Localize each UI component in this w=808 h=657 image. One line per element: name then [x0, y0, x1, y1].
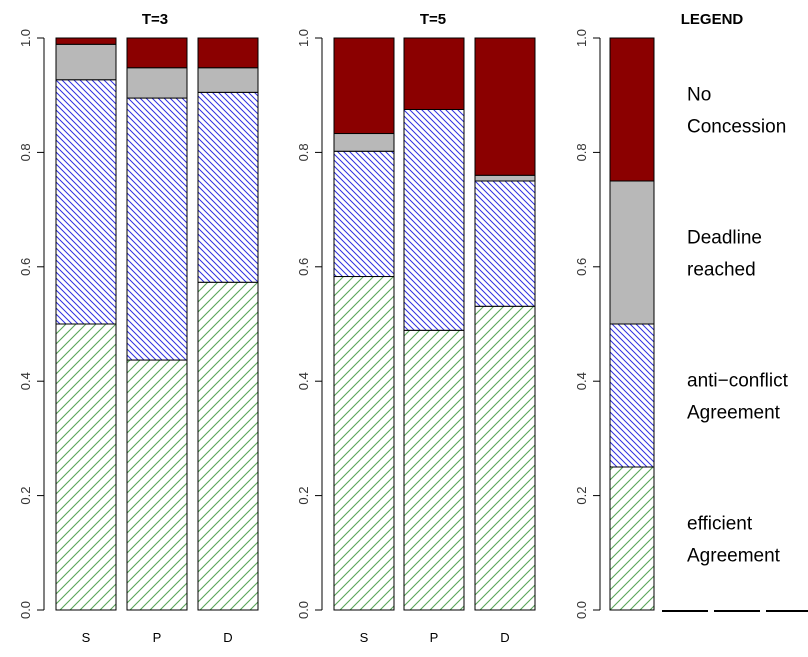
y-tick-label: 1.0 — [296, 29, 311, 47]
bar-segment-noconcession — [609, 37, 655, 182]
x-category-label: P — [430, 630, 439, 645]
bar-segment-noconcession — [55, 37, 117, 45]
y-tick-label: 0.4 — [574, 372, 589, 390]
y-tick-label: 0.6 — [18, 258, 33, 276]
y-tick-label: 0.0 — [296, 601, 311, 619]
legend-label-line1: efficient — [687, 514, 753, 535]
bar-segment-noconcession — [333, 37, 395, 135]
y-tick-label: 0.4 — [296, 372, 311, 390]
bar-segment-efficient — [126, 359, 188, 611]
panel-t3: T=3 0.0 0.2 0.4 0.6 0.8 1.0 S P D — [18, 11, 259, 645]
bar-segment-anticonflict — [197, 91, 259, 283]
panel-t5: T=5 0.0 0.2 0.4 0.6 0.8 1.0 S P D — [296, 11, 536, 645]
x-category-label: D — [500, 630, 509, 645]
legend-label-line1: No — [687, 85, 711, 106]
bar-segment-efficient — [197, 281, 259, 611]
y-tick-label: 0.6 — [296, 258, 311, 276]
bar-segment-deadline — [126, 67, 188, 99]
bar-segment-deadline — [197, 67, 259, 93]
legend-label-line2: Agreement — [687, 546, 781, 567]
y-tick-label: 0.0 — [574, 601, 589, 619]
x-category-label: D — [223, 630, 232, 645]
legend-label-line1: Deadline — [687, 228, 762, 249]
bar-segment-anticonflict — [474, 180, 536, 307]
bar-segment-anticonflict — [403, 109, 465, 331]
bar-segment-anticonflict — [333, 150, 395, 278]
panel-legend: LEGEND 0.0 0.2 0.4 0.6 0.8 1.0 — [574, 11, 808, 619]
bar-segment-noconcession — [126, 37, 188, 69]
legend-label-line1: anti−conflict — [687, 371, 789, 392]
bar-segment-anticonflict — [126, 97, 188, 361]
legend-label-line2: reached — [687, 260, 756, 281]
bar-segment-noconcession — [197, 37, 259, 69]
bar-segment-deadline — [609, 180, 655, 325]
panel-title: LEGEND — [681, 11, 744, 28]
y-tick-label: 0.6 — [574, 258, 589, 276]
y-tick-label: 0.8 — [18, 143, 33, 161]
bar-segment-deadline — [333, 133, 395, 152]
y-tick-label: 0.0 — [18, 601, 33, 619]
y-tick-label: 0.4 — [18, 372, 33, 390]
bar-segment-deadline — [474, 174, 536, 182]
y-tick-label: 0.2 — [18, 487, 33, 505]
bar-segment-efficient — [55, 323, 117, 611]
panel-title: T=5 — [420, 11, 446, 28]
bar-segment-efficient — [609, 466, 655, 611]
panel-title: T=3 — [142, 11, 168, 28]
bar-segment-efficient — [333, 276, 395, 611]
y-tick-label: 0.2 — [574, 487, 589, 505]
x-category-label: P — [153, 630, 162, 645]
y-tick-label: 0.8 — [296, 143, 311, 161]
bar-segment-efficient — [474, 305, 536, 611]
y-tick-label: 0.8 — [574, 143, 589, 161]
y-tick-label: 1.0 — [18, 29, 33, 47]
legend-label-line2: Agreement — [687, 403, 781, 424]
y-tick-label: 1.0 — [574, 29, 589, 47]
bar-segment-noconcession — [474, 37, 536, 176]
legend-label-line2: Concession — [687, 117, 786, 138]
bar-segment-anticonflict — [55, 79, 117, 325]
legend-labels: No Concession Deadline reached anti−conflict… — [687, 85, 789, 567]
x-category-label: S — [82, 630, 91, 645]
bar-segment-anticonflict — [609, 323, 655, 468]
bar-segment-noconcession — [403, 37, 465, 110]
y-tick-label: 0.2 — [296, 487, 311, 505]
bar-segment-deadline — [55, 43, 117, 81]
bar-segment-efficient — [403, 329, 465, 611]
x-category-label: S — [360, 630, 369, 645]
